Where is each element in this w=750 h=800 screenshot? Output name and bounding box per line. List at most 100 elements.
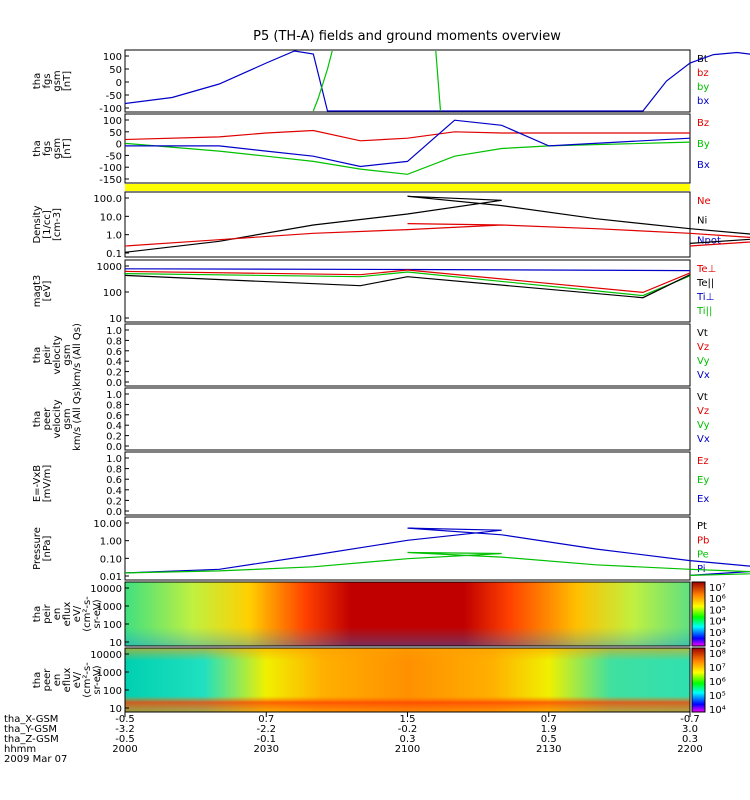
y-tick-label: 50 — [109, 128, 122, 139]
legend-entry: Ne — [697, 196, 711, 207]
y-tick-label: 10000 — [90, 650, 122, 661]
panel-9: tha peir en eflux eV/(cm²-s-sr-eV) 10000 1000 1… — [32, 581, 726, 650]
y-tick-label: 100 — [103, 116, 122, 127]
y-axis-label-line: tha — [32, 411, 43, 427]
legend-entry: Ti⊥ — [696, 292, 714, 303]
x-tick-label: 2130 — [536, 744, 561, 755]
x-tick-label: -0.2 — [398, 724, 418, 735]
y-axis-label-line: gsm — [62, 344, 73, 365]
y-tick-label: 0.2 — [106, 368, 122, 379]
y-tick-label: 0 — [116, 78, 122, 89]
series-line-Te — [124, 274, 691, 299]
series-line-Bz — [124, 129, 690, 142]
x-tick-label: 0.7 — [258, 714, 274, 725]
legend-entry: Bz — [697, 118, 709, 129]
y-tick-label: 10 — [109, 638, 122, 649]
colorbar-label: 10⁶ — [709, 594, 726, 605]
quality-flag-bar — [125, 184, 690, 191]
y-axis-label-line: velocity — [52, 399, 63, 438]
x-row-label: tha_Y-GSM — [4, 724, 57, 735]
panel-frame — [124, 451, 691, 516]
series-line-Ne — [124, 223, 750, 247]
y-tick-label: 100 — [103, 52, 122, 63]
y-tick-label: 0.2 — [106, 432, 122, 443]
series-line-by — [435, 50, 442, 112]
panel-5: tha peir velocity gsm km/s (All Qs) 1.00.80.6… — [32, 323, 710, 389]
series-line-Pi — [124, 527, 750, 576]
y-axis-label-line: gsm — [62, 408, 73, 429]
legend-entry: Te⊥ — [696, 264, 716, 275]
series-line-Pe — [124, 551, 750, 576]
colorbar-label: 10³ — [709, 628, 726, 639]
y-tick-label: 1000 — [97, 668, 122, 679]
legend-entry: Npot — [697, 235, 721, 246]
y-tick-label: 0.4 — [106, 421, 122, 432]
y-tick-label: 10 — [109, 314, 122, 325]
legend-entry: bx — [697, 96, 709, 107]
x-tick-label: 0.7 — [541, 714, 557, 725]
legend-entry: bz — [697, 68, 709, 79]
y-axis-label-line: [nT] — [62, 71, 73, 91]
colorbar-label: 10⁵ — [709, 605, 726, 616]
y-axis-label-line: peir — [42, 344, 53, 364]
y-tick-label: 100.0 — [93, 194, 122, 205]
y-tick-label: 1.0 — [106, 326, 122, 337]
y-tick-label: 1000 — [97, 262, 122, 273]
series-line-Te — [124, 269, 691, 294]
panel-1: tha fgs gsm [nT] 100 50 0 -50 -100 Bt bz by bx — [32, 49, 709, 115]
y-tick-label: 0.2 — [106, 496, 122, 507]
y-axis-label-line: sr-eV) — [92, 665, 103, 694]
y-axis-label-line: (cm²-s- — [82, 596, 93, 632]
y-axis-label-line: tha — [32, 73, 43, 89]
legend-entry: Vt — [697, 392, 708, 403]
y-axis-label-line: [eV] — [42, 281, 53, 302]
legend-entry: Vx — [697, 370, 710, 381]
y-axis-label-line: velocity — [52, 335, 63, 374]
x-tick-label: 1.5 — [400, 714, 416, 725]
x-tick-label: 2030 — [254, 744, 279, 755]
y-axis-label-line: [nPa] — [42, 535, 53, 561]
legend-entry: Vy — [697, 420, 710, 431]
y-tick-label: 1.0 — [106, 390, 122, 401]
y-axis-label-line: km/s (All Qs) — [72, 387, 83, 451]
y-axis-label-line: peer — [42, 407, 53, 431]
series-line-by — [312, 50, 333, 112]
x-tick-label: 0.5 — [541, 734, 557, 745]
y-tick-label: -50 — [106, 91, 122, 102]
y-tick-label: 0.6 — [106, 475, 122, 486]
x-tick-label: -0.7 — [680, 714, 700, 725]
y-tick-label: 10.00 — [93, 519, 122, 530]
y-tick-label: 10.0 — [100, 212, 122, 223]
series-line-By — [124, 141, 691, 175]
y-tick-label: 1000 — [97, 602, 122, 613]
panel-frame — [124, 323, 691, 387]
panel-frame — [124, 387, 691, 451]
legend-entry: Ex — [697, 494, 709, 505]
y-axis-label-line: gsm — [52, 138, 63, 159]
panel-3: Density [1/cc] [cm-3] 100.0 10.0 1.0 0.1 Ne Ni Np… — [32, 191, 721, 260]
legend-entry: Te|| — [696, 278, 714, 289]
x-row-label: tha_X-GSM — [4, 714, 58, 725]
x-tick-label: 2000 — [112, 744, 137, 755]
y-axis-label-line: (cm²-s- — [82, 662, 93, 698]
y-tick-label: 10 — [109, 704, 122, 715]
legend-entry: Ti|| — [696, 306, 712, 317]
y-tick-label: 0.6 — [106, 347, 122, 358]
y-axis-label-line: eflux — [62, 602, 73, 627]
panel-10: tha peer en eflux eV/(cm²-s-sr-eV) 10000 1000 1… — [32, 647, 726, 716]
panel-frame — [124, 516, 691, 581]
electron-spectrogram-shade — [125, 648, 690, 712]
y-tick-label: 0.01 — [100, 572, 122, 583]
y-axis-label-line: [1/cc] — [42, 210, 53, 239]
colorbar-label: 10⁵ — [709, 691, 726, 702]
x-tick-label: 0.3 — [400, 734, 416, 745]
x-tick-label: 0.3 — [682, 734, 698, 745]
legend-entry: by — [697, 82, 709, 93]
y-axis-label-line: eV/ — [72, 671, 83, 688]
x-tick-label: -2.2 — [256, 724, 276, 735]
y-axis-label-line: en — [52, 674, 63, 687]
y-axis-label-line: eV/ — [72, 605, 83, 622]
y-tick-label: 0.8 — [106, 465, 122, 476]
legend-entry: Bx — [697, 160, 710, 171]
